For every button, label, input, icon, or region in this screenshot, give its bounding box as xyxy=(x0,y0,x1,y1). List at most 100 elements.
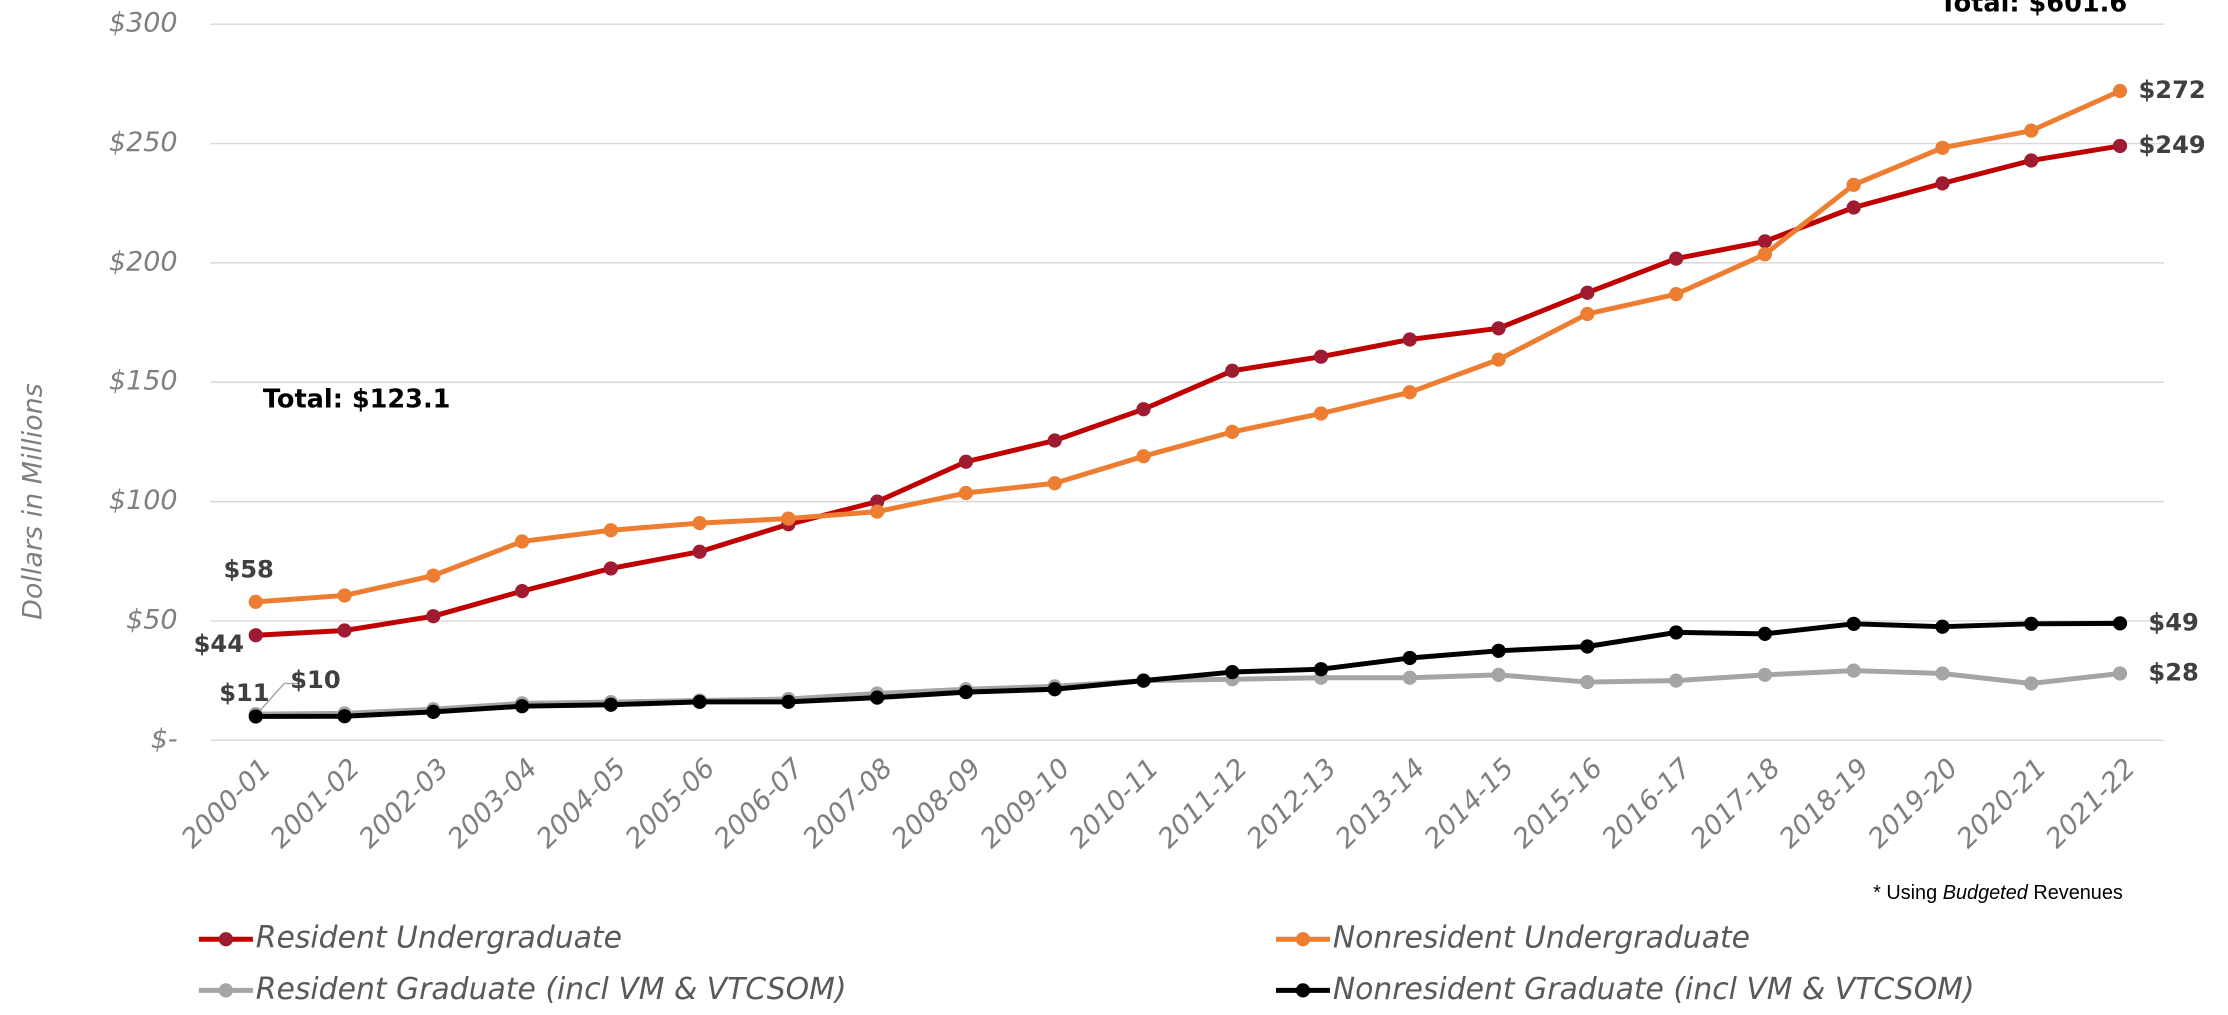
data-point xyxy=(1313,662,1329,677)
data-point xyxy=(337,588,352,603)
data-point xyxy=(1846,616,1861,631)
data-point xyxy=(603,561,618,576)
x-tick-label: 2019-20 xyxy=(1862,753,1964,855)
data-point xyxy=(2112,616,2128,631)
annotation: Total: $601.6 xyxy=(1940,0,2128,18)
data-point xyxy=(1047,682,1062,697)
data-point xyxy=(1580,285,1595,300)
data-point xyxy=(958,454,974,469)
x-tick-label: 2003-04 xyxy=(442,753,544,855)
data-point xyxy=(1402,385,1417,400)
y-tick-label: $300 xyxy=(109,8,178,39)
data-point xyxy=(692,694,707,709)
data-point xyxy=(1669,251,1684,266)
data-point xyxy=(1225,424,1240,440)
data-point xyxy=(1136,402,1151,417)
data-point xyxy=(870,690,885,705)
footnote-text: * Using xyxy=(1873,882,1937,904)
data-point xyxy=(1047,433,1062,448)
y-tick-label: $- xyxy=(151,724,178,755)
x-tick-label: 2013-14 xyxy=(1330,753,1432,855)
data-point xyxy=(870,494,885,509)
data-point xyxy=(603,697,618,712)
x-tick-label: 2020-21 xyxy=(1951,753,2053,855)
data-point xyxy=(1402,332,1417,347)
annotation: Total: $123.1 xyxy=(263,385,451,415)
data-point xyxy=(426,704,441,720)
value-label: $11 xyxy=(219,679,269,707)
legend-label: Resident Undergraduate xyxy=(256,921,622,956)
x-tick-label: 2005-06 xyxy=(620,753,722,855)
data-point xyxy=(1757,667,1773,683)
data-point xyxy=(248,628,263,643)
x-tick-label: 2009-10 xyxy=(975,753,1077,855)
footnote-text: Budgeted xyxy=(1943,882,2029,904)
data-point xyxy=(692,544,707,559)
legend-swatch xyxy=(218,983,234,998)
legend-label: Nonresident Undergraduate xyxy=(1333,921,1750,956)
data-point xyxy=(1757,626,1773,641)
data-point xyxy=(1313,406,1329,421)
data-point xyxy=(2112,83,2128,99)
data-point xyxy=(337,709,352,724)
data-point xyxy=(781,694,796,709)
legend-swatch xyxy=(218,932,234,947)
x-tick-label: 2010-11 xyxy=(1063,753,1165,855)
data-point xyxy=(1491,352,1506,367)
data-point xyxy=(1669,287,1684,302)
series-line xyxy=(255,88,2122,605)
x-tick-label: 2014-15 xyxy=(1419,753,1521,855)
data-point xyxy=(1136,449,1151,464)
data-point xyxy=(1846,177,1861,192)
data-point xyxy=(1580,306,1595,322)
data-point xyxy=(1669,625,1684,640)
data-point xyxy=(1580,674,1595,690)
data-point xyxy=(2024,153,2039,168)
y-axis-label: Dollars in Millions xyxy=(18,383,49,620)
x-tick-label: 2012-13 xyxy=(1241,753,1343,855)
series-line xyxy=(255,143,2121,638)
y-tick-label: $50 xyxy=(126,604,178,635)
data-point xyxy=(1846,663,1861,678)
data-point xyxy=(1935,666,1950,681)
data-point xyxy=(1136,673,1151,688)
data-point xyxy=(781,511,796,526)
leader-line xyxy=(259,683,285,711)
y-tick-label: $100 xyxy=(109,485,178,516)
value-label: $28 xyxy=(2148,658,2198,686)
data-point xyxy=(1491,321,1506,336)
value-label: $44 xyxy=(194,630,244,658)
series-line xyxy=(255,620,2121,719)
data-point xyxy=(514,584,530,599)
legend-swatch xyxy=(1295,983,1311,998)
data-point xyxy=(248,594,263,609)
data-point xyxy=(514,534,530,549)
y-tick-label: $200 xyxy=(109,246,178,277)
data-point xyxy=(1491,643,1506,658)
data-point xyxy=(1402,650,1417,666)
data-point xyxy=(1491,667,1506,683)
x-tick-label: 2002-03 xyxy=(353,753,455,855)
x-tick-label: 2016-17 xyxy=(1596,753,1698,855)
data-point xyxy=(1225,363,1240,378)
data-point xyxy=(870,504,885,519)
data-point xyxy=(2024,676,2039,691)
x-tick-label: 2006-07 xyxy=(708,753,810,855)
data-point xyxy=(1757,234,1773,249)
data-point xyxy=(1757,247,1773,262)
x-tick-label: 2018-19 xyxy=(1774,753,1876,855)
data-point xyxy=(2024,123,2039,138)
x-tick-label: 2008-09 xyxy=(886,753,988,855)
footnote: * Using Budgeted Revenues xyxy=(1873,882,2123,904)
legend-label: Nonresident Graduate (incl VM & VTCSOM) xyxy=(1333,972,1975,1007)
value-label: $249 xyxy=(2138,131,2205,159)
data-point xyxy=(248,709,263,724)
y-tick-label: $150 xyxy=(109,366,178,397)
data-point xyxy=(426,568,441,583)
value-label: $49 xyxy=(2148,608,2198,636)
value-label: $10 xyxy=(290,666,340,694)
data-point xyxy=(603,523,618,538)
footnote-text: Revenues xyxy=(2033,882,2123,904)
data-point xyxy=(2112,138,2128,154)
x-tick-label: 2000-01 xyxy=(176,753,278,855)
